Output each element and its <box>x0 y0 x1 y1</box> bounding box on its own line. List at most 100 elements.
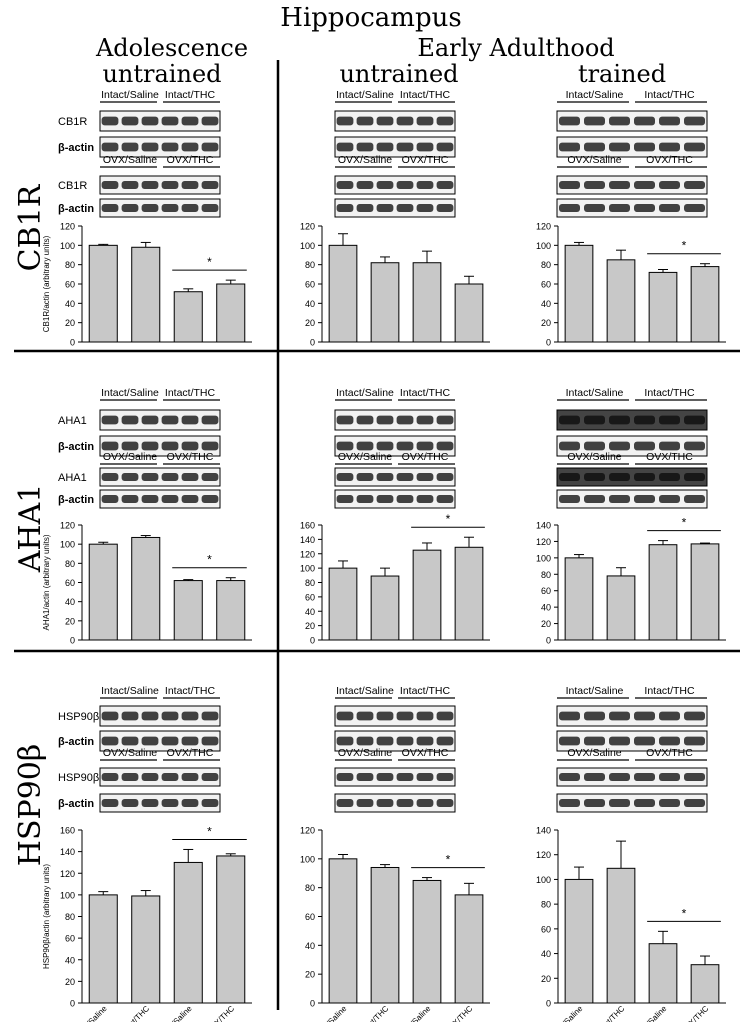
bar <box>216 580 246 641</box>
y-tick-label: 80 <box>65 912 75 922</box>
blot-protein-top-lane <box>141 415 159 425</box>
bar <box>131 536 161 641</box>
blot-protein-bottom-frame <box>556 467 708 487</box>
y-tick-label: 60 <box>65 280 75 290</box>
blot-actin-top-lane <box>101 142 119 152</box>
blot-actin-top-lane <box>416 736 434 746</box>
blot-protein-top-lane <box>336 711 354 721</box>
blot-actin-bottom-frame <box>334 489 456 509</box>
x-tick-label: OVX/THC <box>205 1004 237 1022</box>
col-label-early-untrained: untrained <box>339 60 458 88</box>
blot-actin-top-lane <box>356 441 374 451</box>
blot-protein-bottom-frame <box>334 767 456 787</box>
blot-actin-top-lane <box>584 736 605 746</box>
bar <box>564 878 594 1004</box>
blot-protein-bottom-lane <box>609 773 630 781</box>
x-tick-label: OVX/Saline <box>397 1004 433 1022</box>
y-tick-label: 80 <box>541 570 551 580</box>
blot-protein-top-lane <box>161 415 179 425</box>
blot-protein-top-lane <box>201 415 219 425</box>
blot-actin-bottom-lane <box>181 495 199 503</box>
blot-protein-top-lane <box>559 116 580 126</box>
blot-actin-bottom-lane <box>416 495 434 503</box>
blot-actin-bottom-lane <box>436 799 454 807</box>
bar <box>131 895 161 1004</box>
y-tick-label: 0 <box>546 338 551 348</box>
y-tick-label: 40 <box>65 955 75 965</box>
blot-protein-bottom-lane <box>141 773 159 781</box>
blot-actin-top-frame <box>334 435 456 457</box>
blot-protein-top-lane <box>101 711 119 721</box>
blot-actin-top-lane <box>161 736 179 746</box>
blot-actin-bottom-lane <box>559 799 580 807</box>
x-tick-label: Intact/THC <box>357 1004 391 1022</box>
blot-protein-bottom-frame <box>556 767 708 787</box>
y-tick-label: 140 <box>60 847 75 857</box>
blot-protein-top-lane <box>356 711 374 721</box>
blot-protein-top-lane <box>181 711 199 721</box>
blot-group-label: Intact/THC <box>165 387 216 399</box>
blot-actin-bottom-lane <box>201 495 219 503</box>
bar <box>328 244 358 343</box>
blot-protein-label: AHA1 <box>58 472 87 484</box>
blot-group-label: OVX/THC <box>646 451 693 463</box>
y-tick-label: 20 <box>541 619 551 629</box>
bar <box>454 546 484 641</box>
blot-group-label: OVX/Saline <box>103 747 157 759</box>
blot-protein-bottom-lane <box>559 181 580 189</box>
blot-protein-top-lane <box>659 415 680 425</box>
y-tick-label: 80 <box>541 900 551 910</box>
bar <box>690 266 720 343</box>
bar <box>88 244 118 343</box>
y-axis-label: AHA1/actin (arbitrary units) <box>42 534 51 630</box>
blot-group-label: OVX/Saline <box>338 154 392 166</box>
blot-actin-top-lane <box>584 142 605 152</box>
blot-actin-top-lane <box>161 142 179 152</box>
blot-protein-bottom-lane <box>376 473 394 481</box>
blot-actin-bottom-lane <box>141 204 159 212</box>
blot-actin-bottom-lane <box>356 495 374 503</box>
bar <box>606 867 636 1004</box>
row-label-cb1r: CB1R <box>13 183 48 271</box>
blot-protein-top-lane <box>436 415 454 425</box>
blot-protein-top-lane <box>609 711 630 721</box>
blot-protein-top-lane <box>101 415 119 425</box>
blot-actin-bottom-lane <box>634 204 655 212</box>
blot-protein-top-lane <box>416 415 434 425</box>
blot-group-label: Intact/THC <box>644 685 695 697</box>
y-tick-label: 40 <box>65 299 75 309</box>
blot-protein-top-lane <box>609 116 630 126</box>
y-tick-label: 20 <box>65 616 75 626</box>
blot-group-label: Intact/Saline <box>336 685 394 697</box>
y-tick-label: 20 <box>65 977 75 987</box>
blot-actin-top-lane <box>559 441 580 451</box>
blot-protein-top-lane <box>609 415 630 425</box>
blot-protein-top-lane <box>376 116 394 126</box>
blot-actin-top-lane <box>121 142 139 152</box>
blot-actin-top-lane <box>634 441 655 451</box>
y-tick-label: 160 <box>60 826 75 836</box>
blot-actin-top-lane <box>396 142 414 152</box>
y-tick-label: 120 <box>60 222 75 232</box>
y-tick-label: 140 <box>536 826 551 836</box>
y-tick-label: 80 <box>541 260 551 270</box>
blot-protein-top-lane <box>141 116 159 126</box>
y-tick-label: 60 <box>305 912 315 922</box>
blot-actin-bottom-lane <box>201 204 219 212</box>
blot-protein-bottom-lane <box>121 473 139 481</box>
blot-actin-top-lane <box>336 441 354 451</box>
blot-protein-bottom-lane <box>436 473 454 481</box>
blot-actin-bottom-frame <box>556 793 708 813</box>
blot-protein-label: HSP90β <box>58 772 99 784</box>
blot-protein-bottom-lane <box>101 473 119 481</box>
y-tick-label: 100 <box>536 875 551 885</box>
blot-protein-bottom-lane <box>436 773 454 781</box>
blot-actin-top-lane <box>416 441 434 451</box>
blot-protein-bottom-frame <box>99 467 221 487</box>
y-tick-label: 120 <box>300 222 315 232</box>
blot-actin-bottom-lane <box>161 204 179 212</box>
blot-protein-top-frame <box>334 409 456 431</box>
blot-actin-bottom-lane <box>396 799 414 807</box>
blot-protein-top-lane <box>684 711 705 721</box>
